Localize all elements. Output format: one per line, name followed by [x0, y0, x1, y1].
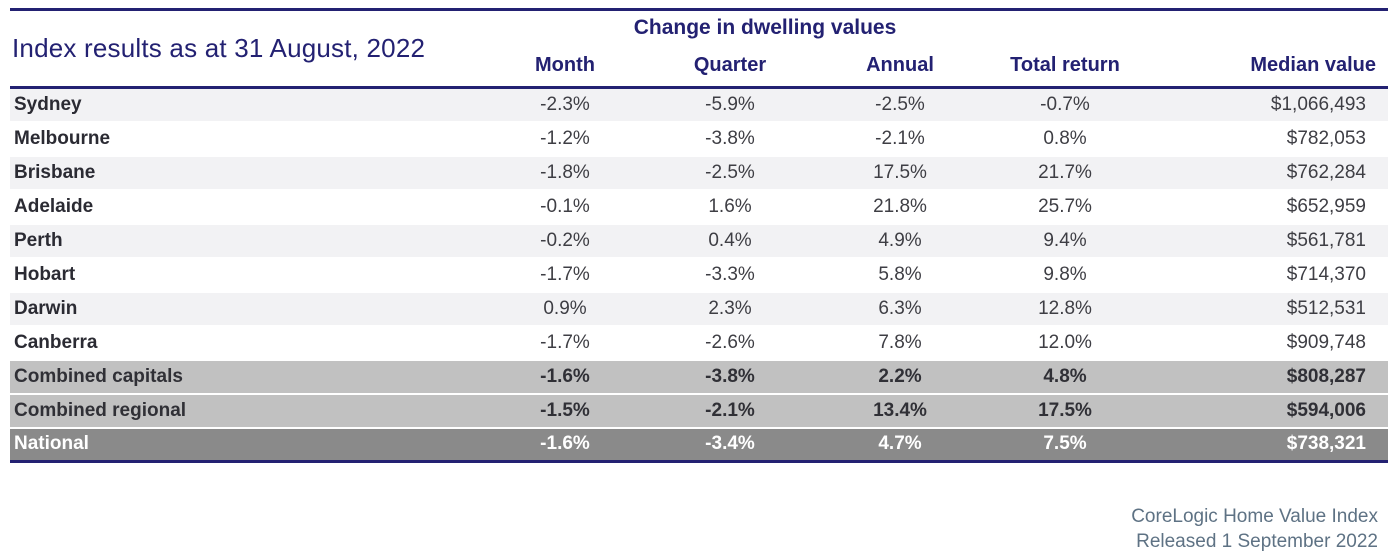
cell-month: -2.3% [505, 87, 625, 123]
cell-annual: -2.5% [835, 87, 965, 123]
cell-quarter: -3.4% [625, 427, 835, 463]
cell-total-return: 12.0% [965, 325, 1165, 361]
col-header-annual: Annual [835, 45, 965, 89]
row-label: Combined regional [10, 393, 505, 429]
cell-quarter: 1.6% [625, 189, 835, 225]
table-head: Index results as at 31 August, 2022 Chan… [10, 9, 1388, 89]
table-wrap: Index results as at 31 August, 2022 Chan… [10, 8, 1388, 463]
cell-quarter: -2.5% [625, 155, 835, 191]
cell-annual: 21.8% [835, 189, 965, 225]
row-label: Perth [10, 223, 505, 259]
cell-quarter: -2.6% [625, 325, 835, 361]
cell-total-return: 12.8% [965, 291, 1165, 327]
cell-quarter: -3.8% [625, 121, 835, 157]
header-spacer [1165, 10, 1388, 46]
cell-total-return: 17.5% [965, 393, 1165, 429]
cell-total-return: 7.5% [965, 427, 1165, 463]
footer-release-line: Released 1 September 2022 [1136, 531, 1378, 552]
cell-month: -1.5% [505, 393, 625, 429]
row-label: Hobart [10, 257, 505, 293]
row-label: National [10, 427, 505, 463]
table-row: Darwin 0.9% 2.3% 6.3% 12.8% $512,531 [10, 291, 1388, 327]
table-row: Combined capitals -1.6% -3.8% 2.2% 4.8% $808,… [10, 359, 1388, 395]
col-header-month: Month [505, 45, 625, 89]
cell-annual: 4.9% [835, 223, 965, 259]
cell-annual: -2.1% [835, 121, 965, 157]
cell-month: -1.6% [505, 427, 625, 463]
dwelling-values-table: Index results as at 31 August, 2022 Chan… [10, 8, 1388, 463]
cell-median-value: $714,370 [1165, 257, 1388, 293]
cell-median-value: $762,284 [1165, 155, 1388, 191]
cell-total-return: -0.7% [965, 87, 1165, 123]
cell-quarter: -5.9% [625, 87, 835, 123]
cell-total-return: 9.4% [965, 223, 1165, 259]
table-row: Brisbane -1.8% -2.5% 17.5% 21.7% $762,284 [10, 155, 1388, 191]
table-row: National -1.6% -3.4% 4.7% 7.5% $738,321 [10, 427, 1388, 463]
cell-quarter: -3.8% [625, 359, 835, 395]
footer-source-line: CoreLogic Home Value Index [1131, 506, 1378, 527]
cell-total-return: 9.8% [965, 257, 1165, 293]
cell-median-value: $808,287 [1165, 359, 1388, 395]
cell-median-value: $909,748 [1165, 325, 1388, 361]
table-row: Hobart -1.7% -3.3% 5.8% 9.8% $714,370 [10, 257, 1388, 293]
row-label: Combined capitals [10, 359, 505, 395]
page-title: Index results as at 31 August, 2022 [10, 9, 505, 89]
cell-annual: 4.7% [835, 427, 965, 463]
cell-annual: 6.3% [835, 291, 965, 327]
cell-month: -0.2% [505, 223, 625, 259]
row-label: Brisbane [10, 155, 505, 191]
cell-month: 0.9% [505, 291, 625, 327]
cell-quarter: 2.3% [625, 291, 835, 327]
cell-month: -1.8% [505, 155, 625, 191]
cell-total-return: 0.8% [965, 121, 1165, 157]
cell-median-value: $561,781 [1165, 223, 1388, 259]
cell-median-value: $652,959 [1165, 189, 1388, 225]
group-header-row: Index results as at 31 August, 2022 Chan… [10, 9, 1388, 89]
col-header-total-return: Total return [965, 45, 1165, 89]
group-header-change-in-dwelling-values: Change in dwelling values [633, 16, 897, 40]
cell-quarter: -3.3% [625, 257, 835, 293]
cell-quarter: -2.1% [625, 393, 835, 429]
source-note: CoreLogic Home Value Index Released 1 Se… [1131, 504, 1378, 554]
cell-total-return: 25.7% [965, 189, 1165, 225]
table-row: Perth -0.2% 0.4% 4.9% 9.4% $561,781 [10, 223, 1388, 259]
table-row: Adelaide -0.1% 1.6% 21.8% 25.7% $652,959 [10, 189, 1388, 225]
row-label: Darwin [10, 291, 505, 327]
table-body: Sydney -2.3% -5.9% -2.5% -0.7% $1,066,493 Melb… [10, 87, 1388, 463]
col-header-quarter: Quarter [625, 45, 835, 89]
column-header-row: Month Quarter Annual Total return Median… [10, 45, 1388, 89]
cell-annual: 5.8% [835, 257, 965, 293]
cell-annual: 17.5% [835, 155, 965, 191]
cell-month: -1.2% [505, 121, 625, 157]
row-label: Sydney [10, 87, 505, 123]
cell-month: -0.1% [505, 189, 625, 225]
cell-median-value: $594,006 [1165, 393, 1388, 429]
cell-total-return: 4.8% [965, 359, 1165, 395]
cell-month: -1.6% [505, 359, 625, 395]
cell-annual: 2.2% [835, 359, 965, 395]
cell-quarter: 0.4% [625, 223, 835, 259]
row-label: Canberra [10, 325, 505, 361]
cell-total-return: 21.7% [965, 155, 1165, 191]
col-header-median-value: Median value [1165, 45, 1388, 89]
cell-median-value: $738,321 [1165, 427, 1388, 463]
table-row: Canberra -1.7% -2.6% 7.8% 12.0% $909,748 [10, 325, 1388, 361]
cell-median-value: $1,066,493 [1165, 87, 1388, 123]
row-label: Melbourne [10, 121, 505, 157]
cell-month: -1.7% [505, 325, 625, 361]
row-label: Adelaide [10, 189, 505, 225]
cell-month: -1.7% [505, 257, 625, 293]
table-row: Sydney -2.3% -5.9% -2.5% -0.7% $1,066,493 [10, 87, 1388, 123]
cell-median-value: $512,531 [1165, 291, 1388, 327]
cell-annual: 7.8% [835, 325, 965, 361]
cell-annual: 13.4% [835, 393, 965, 429]
table-row: Melbourne -1.2% -3.8% -2.1% 0.8% $782,053 [10, 121, 1388, 157]
cell-median-value: $782,053 [1165, 121, 1388, 157]
table-row: Combined regional -1.5% -2.1% 13.4% 17.5% $59… [10, 393, 1388, 429]
